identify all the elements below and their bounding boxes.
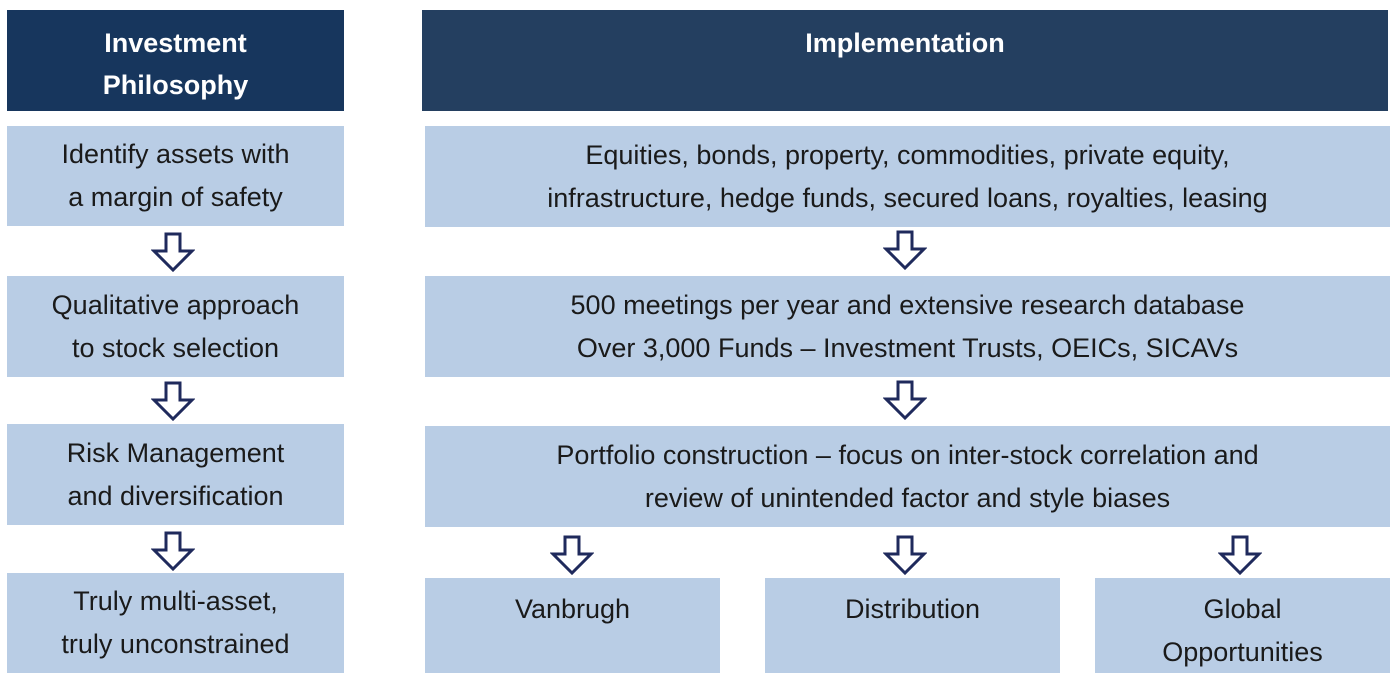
arrow-shape bbox=[1218, 535, 1262, 575]
box: Risk Management and diversification bbox=[7, 424, 344, 525]
arrow bbox=[883, 380, 927, 420]
box-text: Portfolio construction – focus on inter-… bbox=[556, 439, 1259, 470]
arrow bbox=[883, 230, 927, 270]
box-text: Implementation bbox=[805, 28, 1005, 58]
box-text: Philosophy bbox=[102, 70, 249, 100]
box-text: and diversification bbox=[67, 480, 284, 511]
arrow bbox=[151, 232, 195, 272]
box: Implementation bbox=[422, 10, 1388, 111]
box-text: Investment bbox=[104, 28, 247, 58]
arrow-shape bbox=[151, 232, 195, 272]
box-text: a margin of safety bbox=[68, 182, 283, 212]
arrow-shape bbox=[151, 531, 195, 571]
box-text: truly unconstrained bbox=[61, 629, 290, 659]
box-text: infrastructure, hedge funds, secured loa… bbox=[547, 182, 1268, 213]
box: Investment Philosophy bbox=[7, 10, 344, 111]
box-text: Global bbox=[1203, 594, 1282, 624]
box-text: Truly multi-asset, bbox=[73, 586, 278, 616]
arrow-shape bbox=[151, 381, 195, 421]
box: Qualitative approach to stock selection bbox=[7, 276, 344, 377]
box: Equities, bonds, property, commodities, … bbox=[425, 126, 1390, 227]
box-text: to stock selection bbox=[71, 332, 280, 363]
arrow bbox=[883, 535, 927, 575]
box: Portfolio construction – focus on inter-… bbox=[425, 426, 1390, 527]
arrow-shape bbox=[883, 380, 927, 420]
box-text: Opportunities bbox=[1162, 637, 1323, 667]
box-text: Qualitative approach bbox=[51, 289, 300, 320]
arrow-shape bbox=[550, 535, 594, 575]
box-text: Risk Management bbox=[66, 437, 285, 468]
box-text: Identify assets with bbox=[61, 139, 290, 169]
arrow bbox=[151, 381, 195, 421]
box-text: Distribution bbox=[844, 594, 981, 624]
box-text: Over 3,000 Funds – Investment Trusts, OE… bbox=[576, 332, 1239, 363]
arrow bbox=[151, 531, 195, 571]
box-text: review of unintended factor and style bi… bbox=[644, 482, 1171, 513]
arrow-shape bbox=[883, 535, 927, 575]
box: Identify assets with a margin of safety bbox=[7, 126, 344, 226]
box: Distribution bbox=[765, 578, 1060, 673]
box-text: Equities, bonds, property, commodities, … bbox=[585, 139, 1230, 170]
arrow-shape bbox=[883, 230, 927, 270]
arrow bbox=[1218, 535, 1262, 575]
box: 500 meetings per year and extensive rese… bbox=[425, 276, 1390, 377]
box-text: Vanbrugh bbox=[514, 594, 631, 624]
box-text: 500 meetings per year and extensive rese… bbox=[570, 289, 1245, 320]
box: Global Opportunities bbox=[1095, 578, 1390, 673]
box: Truly multi-asset, truly unconstrained bbox=[7, 573, 344, 673]
arrow bbox=[550, 535, 594, 575]
box: Vanbrugh bbox=[425, 578, 720, 673]
